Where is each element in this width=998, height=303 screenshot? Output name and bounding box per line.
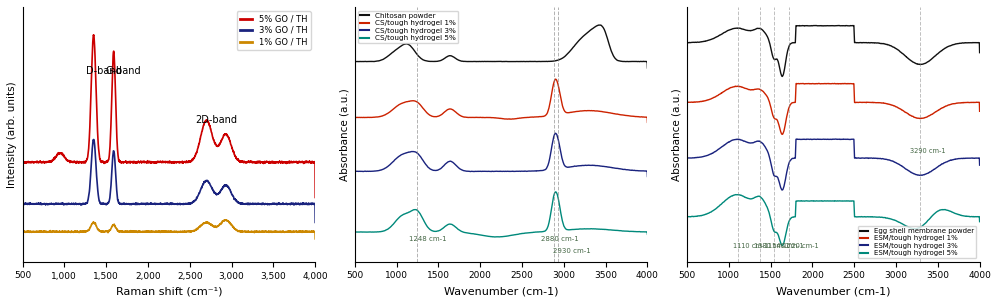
Text: D-band: D-band bbox=[86, 66, 122, 76]
Text: 1380 cm-1: 1380 cm-1 bbox=[753, 243, 789, 249]
Y-axis label: Absorbance (a.u.): Absorbance (a.u.) bbox=[339, 88, 349, 181]
Text: 2D-band: 2D-band bbox=[195, 115, 237, 125]
Text: 1720 cm-1: 1720 cm-1 bbox=[783, 243, 818, 249]
Text: 1540 cm-1: 1540 cm-1 bbox=[768, 243, 803, 249]
Legend: Egg shell membrane powder, ESM/tough hydrogel 1%, ESM/tough hydrogel 3%, ESM/tou: Egg shell membrane powder, ESM/tough hyd… bbox=[858, 226, 976, 258]
Legend: Chitosan powder, CS/tough hydrogel 1%, CS/tough hydrogel 3%, CS/tough hydrogel 5: Chitosan powder, CS/tough hydrogel 1%, C… bbox=[358, 11, 458, 43]
X-axis label: Raman shift (cm⁻¹): Raman shift (cm⁻¹) bbox=[116, 286, 223, 296]
Legend: 5% GO / TH, 3% GO / TH, 1% GO / TH: 5% GO / TH, 3% GO / TH, 1% GO / TH bbox=[237, 11, 311, 50]
Y-axis label: Absorbance (a.u.): Absorbance (a.u.) bbox=[672, 88, 682, 181]
Text: 3290 cm-1: 3290 cm-1 bbox=[910, 148, 946, 154]
X-axis label: Wavenumber (cm-1): Wavenumber (cm-1) bbox=[776, 286, 890, 296]
Text: 2880 cm-1: 2880 cm-1 bbox=[541, 236, 579, 242]
Text: 2930 cm-1: 2930 cm-1 bbox=[553, 248, 591, 254]
Text: G-band: G-band bbox=[106, 66, 141, 76]
Y-axis label: Intensity (arb. units): Intensity (arb. units) bbox=[7, 81, 17, 188]
Text: 1248 cm-1: 1248 cm-1 bbox=[409, 236, 447, 242]
Text: 1110 cm-1: 1110 cm-1 bbox=[733, 243, 768, 249]
X-axis label: Wavenumber (cm-1): Wavenumber (cm-1) bbox=[444, 286, 558, 296]
